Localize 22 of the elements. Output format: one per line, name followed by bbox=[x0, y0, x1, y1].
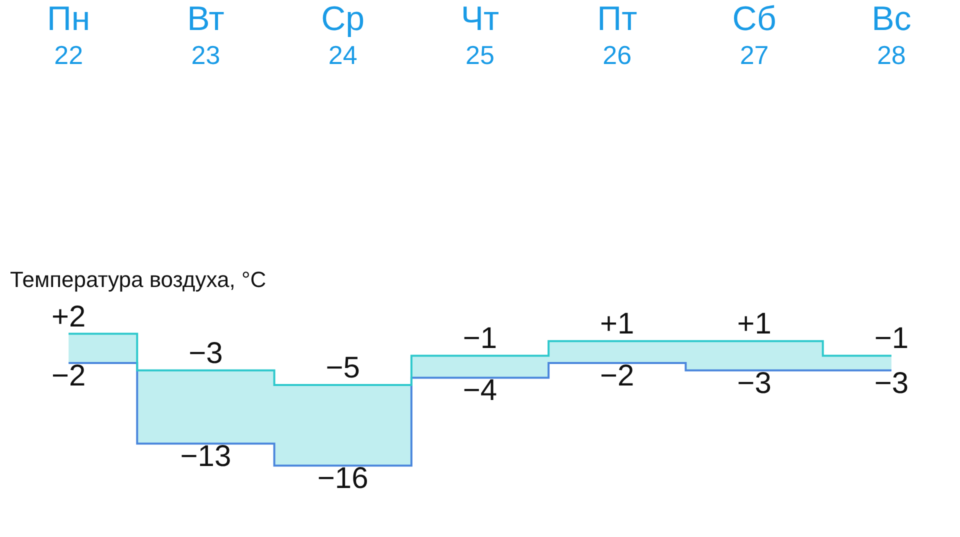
data-label: +2 bbox=[51, 300, 86, 334]
data-label: −3 bbox=[737, 366, 772, 400]
data-label: −3 bbox=[188, 336, 223, 370]
data-label: −1 bbox=[462, 322, 498, 356]
data-label: −2 bbox=[51, 360, 86, 393]
data-label: −1 bbox=[874, 322, 909, 356]
data-label: −2 bbox=[600, 360, 634, 393]
x-tick-label: Вс 28 bbox=[872, 0, 912, 70]
data-label: −13 bbox=[180, 440, 232, 474]
data-label: +1 bbox=[600, 308, 634, 341]
x-tick-label: Пн 22 bbox=[46, 0, 90, 70]
data-label: −5 bbox=[326, 352, 360, 385]
x-tick-label: Чт 25 bbox=[460, 0, 500, 70]
data-label: −4 bbox=[462, 374, 498, 408]
x-tick-label: Сб 27 bbox=[732, 0, 776, 70]
data-label: +1 bbox=[737, 308, 772, 341]
data-label: −3 bbox=[874, 366, 909, 400]
x-tick-label: Пт 26 bbox=[597, 0, 638, 70]
data-label: −16 bbox=[317, 462, 368, 496]
chart-title: Температура воздуха, °C bbox=[10, 267, 266, 292]
x-tick-label: Ср 24 bbox=[321, 0, 365, 70]
x-tick-label: Вт 23 bbox=[187, 0, 224, 70]
